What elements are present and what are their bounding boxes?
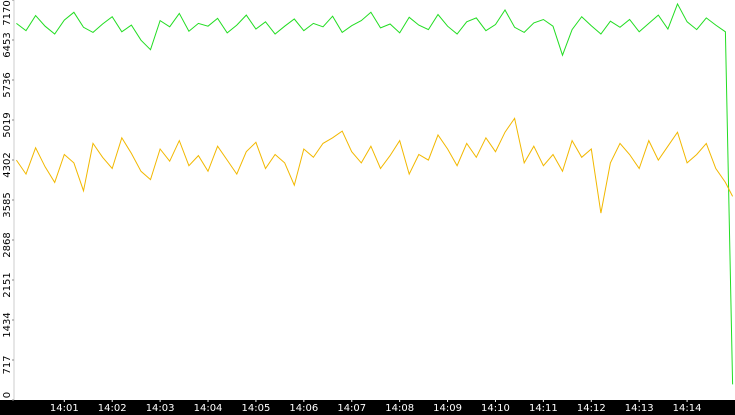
y-tick-label: 2151	[2, 272, 13, 297]
x-tick-label: 14:05	[242, 403, 271, 414]
x-tick-label: 14:10	[481, 403, 510, 414]
y-tick-label: 4302	[2, 152, 13, 177]
x-tick-label: 14:08	[385, 403, 414, 414]
x-tick-label: 14:11	[529, 403, 558, 414]
series-line	[15, 117, 734, 214]
y-tick-label: 2868	[2, 232, 13, 257]
y-tick-label: 1434	[2, 312, 13, 337]
x-axis-bar	[0, 400, 735, 415]
x-tick-label: 14:13	[625, 403, 654, 414]
x-tick-label: 14:12	[577, 403, 606, 414]
x-tick-label: 14:07	[337, 403, 366, 414]
x-tick-label: 14:09	[433, 403, 462, 414]
x-tick-label: 14:01	[50, 403, 79, 414]
x-tick-label: 14:06	[289, 403, 318, 414]
y-tick-label: 5019	[2, 112, 13, 137]
y-tick-label: 6453	[2, 32, 13, 57]
x-tick-label: 14:03	[146, 403, 175, 414]
x-tick-label: 14:04	[194, 403, 223, 414]
y-tick-label: 5736	[2, 72, 13, 97]
y-tick-label: 3585	[2, 192, 13, 217]
y-tick-label: 0	[2, 392, 13, 398]
series-line	[16, 2, 734, 385]
x-tick-label: 14:02	[98, 403, 127, 414]
y-tick-label: 717	[2, 355, 13, 374]
y-tick-label: 7170	[2, 0, 13, 25]
x-tick-label: 14:14	[673, 403, 702, 414]
